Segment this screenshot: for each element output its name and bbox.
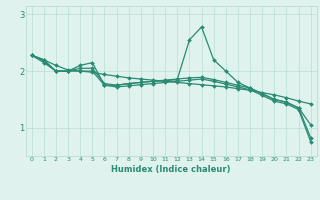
X-axis label: Humidex (Indice chaleur): Humidex (Indice chaleur)	[111, 165, 231, 174]
